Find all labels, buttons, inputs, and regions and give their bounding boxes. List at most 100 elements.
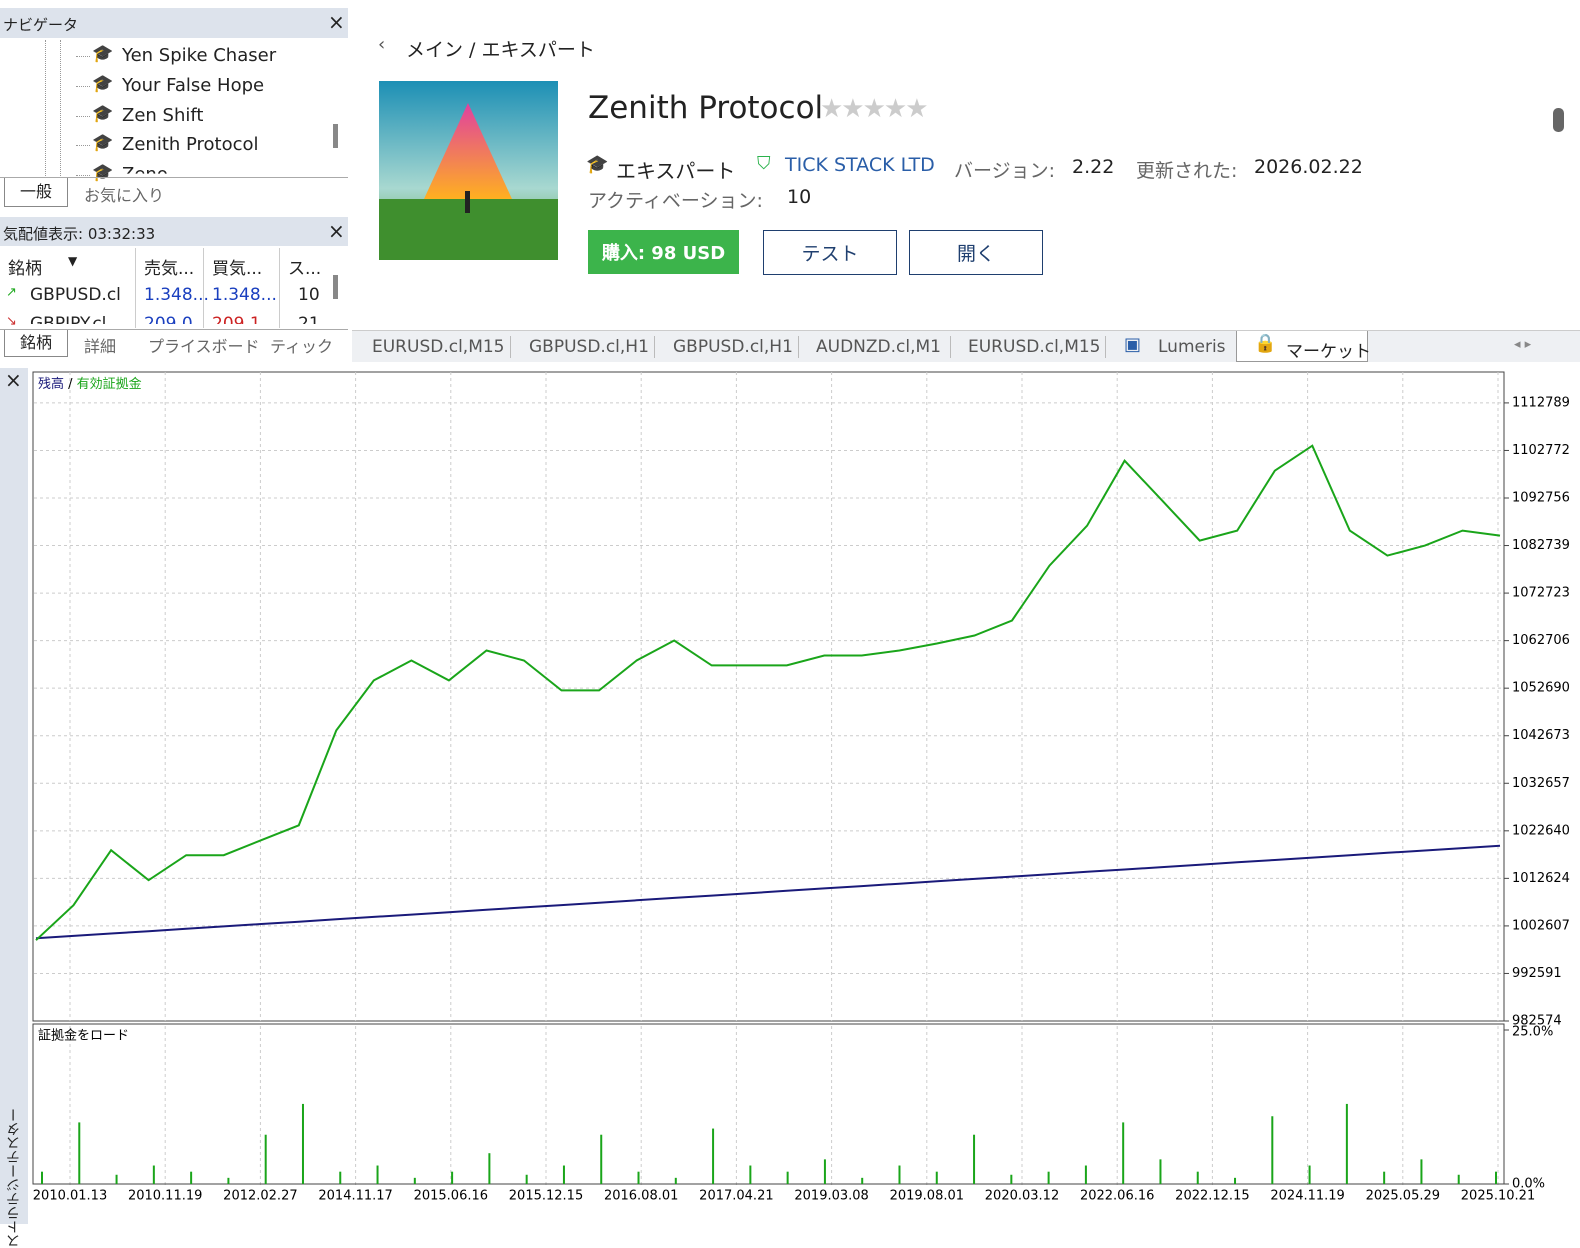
bar xyxy=(674,1177,677,1184)
column-header[interactable]: 銘柄 xyxy=(8,259,42,279)
active-tab xyxy=(1236,331,1368,362)
scrollbar[interactable] xyxy=(333,124,338,148)
market-watch-tabs: 銘柄 詳細 プライスボード ティック xyxy=(0,329,348,358)
x-tick-label: 2017.04.21 xyxy=(699,1189,773,1204)
bar xyxy=(1383,1171,1386,1184)
expert-icon: 🎓 xyxy=(586,154,609,175)
legend-separator: / xyxy=(64,377,77,392)
navigator-item[interactable]: Yen Spike Chaser xyxy=(122,45,277,66)
bar xyxy=(861,1177,864,1184)
column-sep xyxy=(135,248,136,328)
x-tick-label: 2020.03.12 xyxy=(985,1189,1059,1204)
y-tick-label: 1092756 xyxy=(1512,490,1570,505)
test-button[interactable]: テスト xyxy=(763,230,897,275)
chart-tab[interactable]: AUDNZD.cl,M1 xyxy=(816,337,941,357)
activations-label: アクティベーション: xyxy=(588,190,763,212)
cell: 21 xyxy=(298,314,320,334)
buy-button[interactable]: 購入: 98 USD xyxy=(588,230,739,274)
navigator-item[interactable]: Your False Hope xyxy=(122,74,265,96)
bar xyxy=(451,1171,454,1184)
tree-line xyxy=(60,40,61,176)
series-line xyxy=(35,844,1501,940)
cell: 10 xyxy=(298,285,320,305)
series-line xyxy=(35,444,1501,941)
scrollbar[interactable] xyxy=(333,275,338,299)
x-tick-label: 2019.03.08 xyxy=(794,1189,868,1204)
tree-branch xyxy=(76,145,90,147)
chart-tab[interactable]: GBPUSD.cl,H1 xyxy=(529,337,649,357)
market-watch-title: 気配値表示: 03:32:33 xyxy=(3,225,156,243)
panel-title: 証拠金をロード xyxy=(38,1028,129,1044)
navigator-item[interactable]: Zeno xyxy=(122,164,168,186)
tree-branch xyxy=(76,115,90,117)
x-tick-label: 2025.05.29 xyxy=(1366,1189,1440,1204)
tab-sep xyxy=(950,336,951,358)
bar xyxy=(413,1177,416,1184)
column-header[interactable]: ス... xyxy=(288,259,322,279)
tab[interactable]: 詳細 xyxy=(84,337,117,356)
expert-icon: 🎓 xyxy=(92,103,114,124)
bar xyxy=(78,1122,81,1184)
x-tick-label: 2019.08.01 xyxy=(890,1189,964,1204)
scrollbar[interactable] xyxy=(1551,88,1565,328)
bar xyxy=(152,1165,155,1184)
x-tick-label: 2010.11.19 xyxy=(128,1189,202,1204)
navigator-item[interactable]: Zenith Protocol xyxy=(122,134,259,156)
bar xyxy=(898,1165,901,1184)
cell: GBPUSD.cl xyxy=(30,285,121,305)
x-tick-label: 2025.10.21 xyxy=(1461,1189,1535,1204)
tab-sep xyxy=(1105,336,1106,358)
chart-tab[interactable]: EURUSD.cl,M15 xyxy=(372,337,505,357)
tree-branch xyxy=(76,85,90,87)
legend: 残高 / 有効証拠金 xyxy=(38,376,142,392)
chart-tabs: EURUSD.cl,M15 GBPUSD.cl,H1 GBPUSD.cl,H1 AUD… xyxy=(352,330,1580,362)
breadcrumb[interactable]: メイン / エキスパート xyxy=(406,39,595,61)
bar xyxy=(1084,1165,1087,1184)
tester-strip: × ストラテジーテスター xyxy=(0,368,28,1248)
expert-icon: 🎓 xyxy=(92,44,114,64)
x-tick-label: 2015.06.16 xyxy=(414,1189,488,1204)
bar xyxy=(1159,1159,1162,1184)
tab[interactable]: プライスボード xyxy=(148,337,260,356)
tab[interactable]: ティック xyxy=(270,337,334,356)
close[interactable]: × xyxy=(5,368,22,392)
bar xyxy=(227,1177,230,1184)
tab[interactable]: 一般 xyxy=(4,178,68,207)
updated-label: 更新された: xyxy=(1136,160,1238,182)
bar xyxy=(935,1171,938,1184)
y-tick-label: 0.0% xyxy=(1512,1177,1545,1192)
close[interactable]: × xyxy=(328,10,345,34)
column-sep xyxy=(203,248,204,328)
chart-tab[interactable]: GBPUSD.cl,H1 xyxy=(673,337,793,357)
bar xyxy=(1420,1159,1423,1184)
tab[interactable]: お気に入り xyxy=(84,186,165,205)
navigator-item[interactable]: Zen Shift xyxy=(122,104,204,126)
chart-tab[interactable]: Lumeris xyxy=(1158,337,1226,357)
x-tick-label: 2010.01.13 xyxy=(33,1189,107,1204)
activations: 10 xyxy=(787,186,812,208)
close[interactable]: × xyxy=(328,219,345,243)
tab[interactable]: 銘柄 xyxy=(4,330,68,357)
chart-tab[interactable]: マーケット xyxy=(1286,342,1371,362)
market-watch-header: 気配値表示: 03:32:33 × xyxy=(0,217,348,246)
column-header[interactable]: 売気... xyxy=(144,259,195,279)
y-tick-label: 1052690 xyxy=(1512,681,1570,696)
cell: GBPJPY.cl xyxy=(30,314,107,334)
plot-frame xyxy=(32,371,1505,1022)
trend-icon: ↗ xyxy=(6,285,17,300)
column-header[interactable]: 買気... xyxy=(212,259,263,279)
chart-tab[interactable]: EURUSD.cl,M15 xyxy=(968,337,1101,357)
y-tick-label: 1022640 xyxy=(1512,823,1570,838)
tab-sep xyxy=(798,336,799,358)
product-name: Zenith Protocol xyxy=(588,90,824,126)
cell: 1.348... xyxy=(144,285,209,305)
open-button[interactable]: 開く xyxy=(909,230,1043,275)
cell: 209.1 xyxy=(212,314,261,334)
author[interactable]: TICK STACK LTD xyxy=(785,154,935,176)
product-image xyxy=(379,81,558,260)
back[interactable]: ‹ xyxy=(378,34,386,55)
rating-stars: ★★★★★ xyxy=(820,94,929,124)
bar xyxy=(1122,1122,1125,1184)
y-tick-label: 1082739 xyxy=(1512,538,1570,553)
